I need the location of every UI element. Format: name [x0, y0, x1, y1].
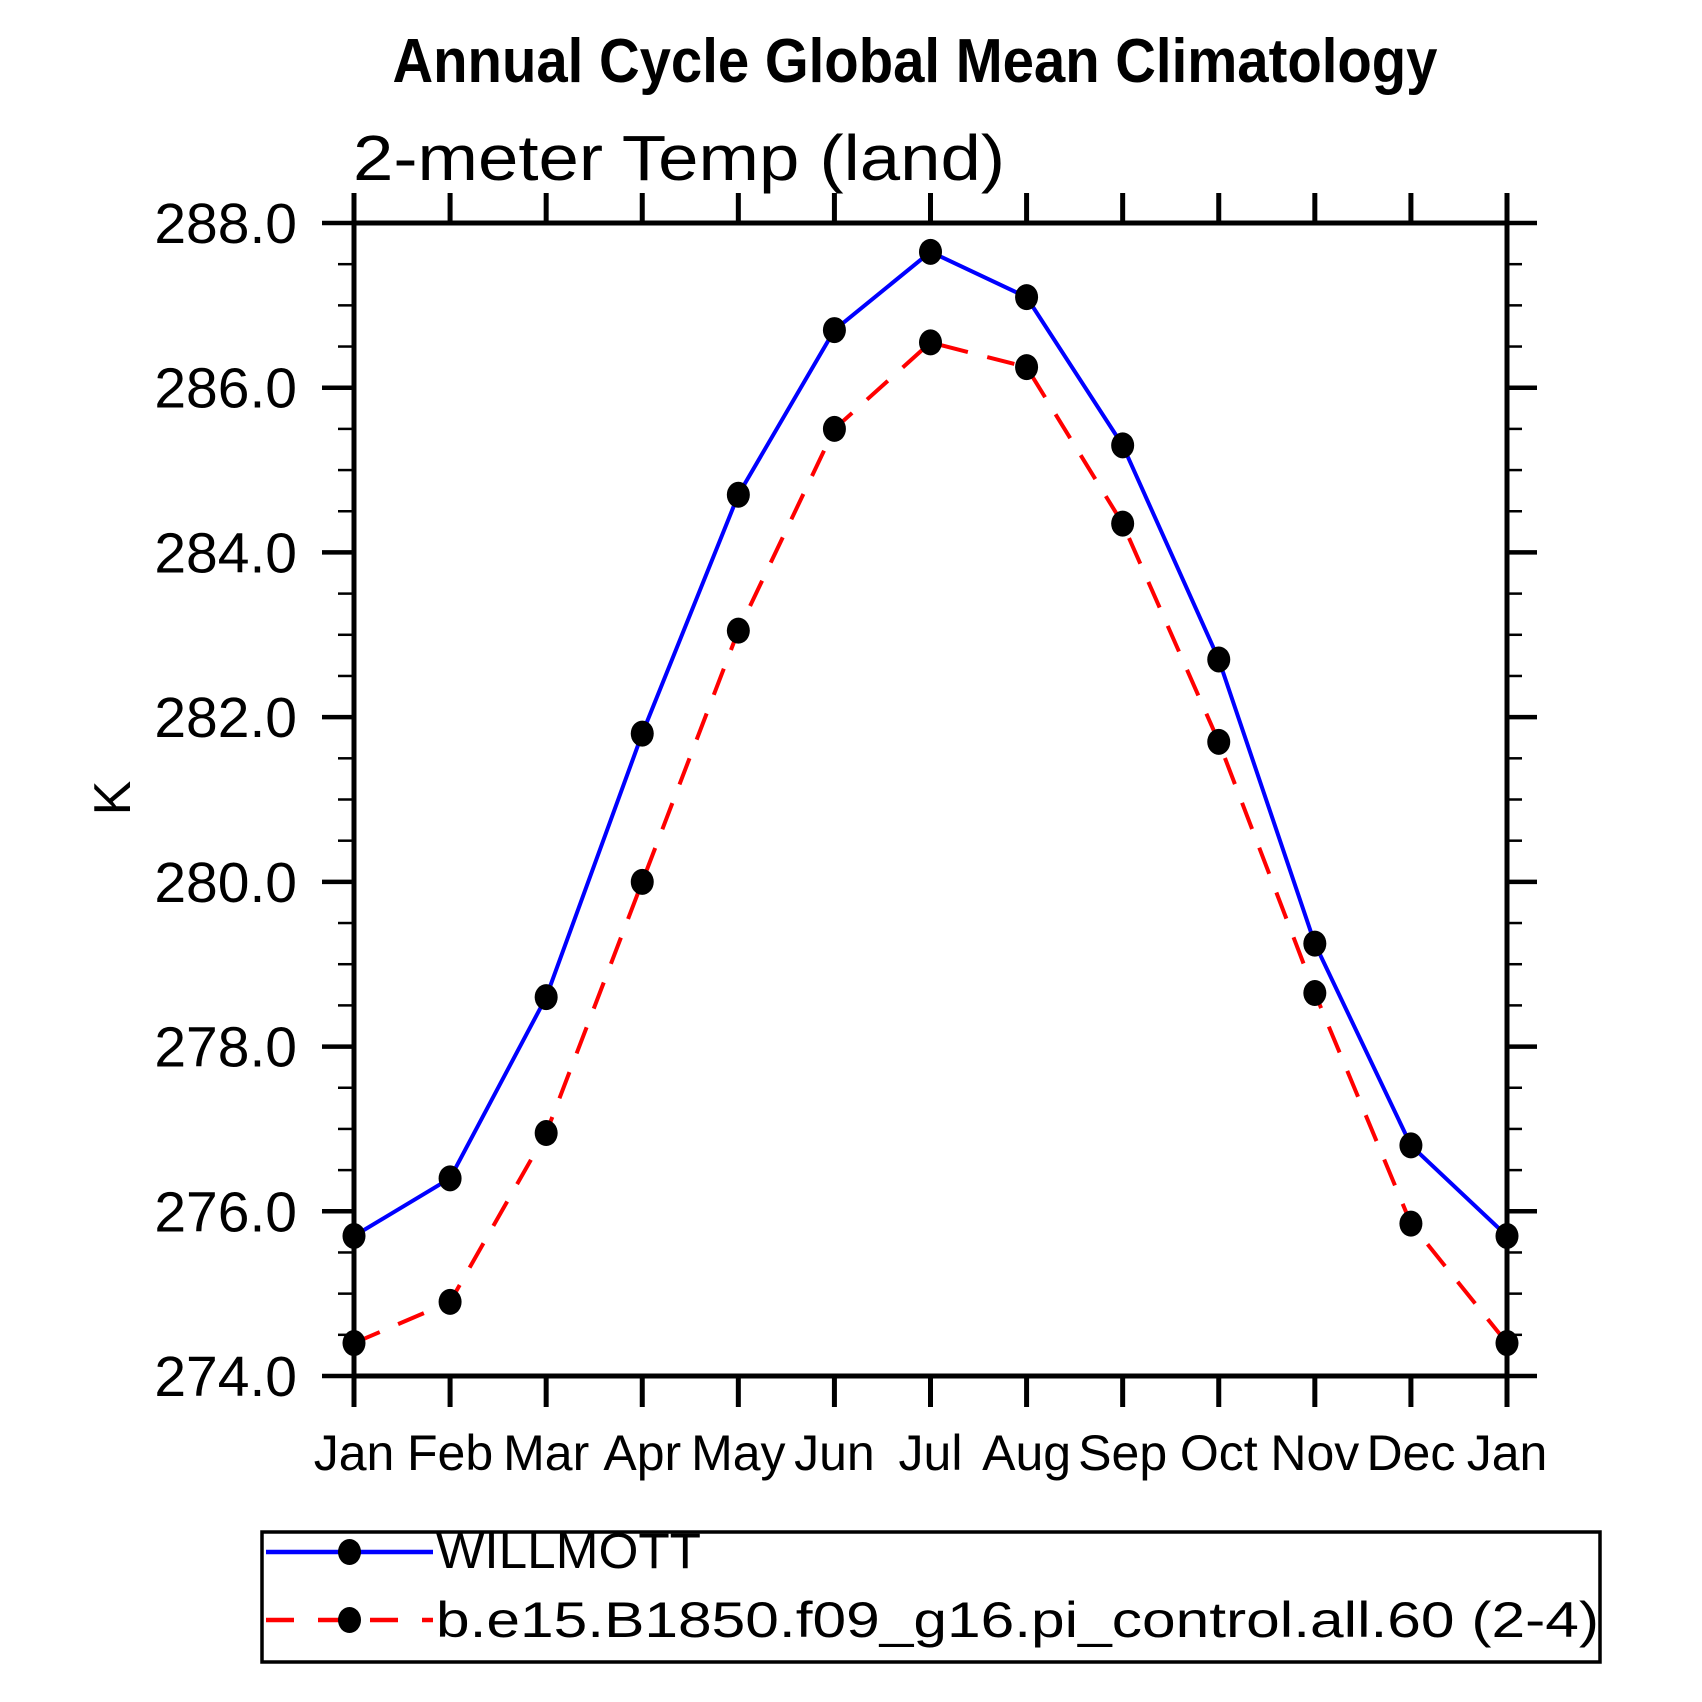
x-axis-tick-label: May — [691, 1425, 785, 1481]
data-point-marker — [630, 868, 654, 895]
y-axis-tick-label: 284.0 — [154, 521, 297, 585]
y-axis-label: K — [84, 780, 142, 815]
axis-frame — [351, 220, 1510, 1379]
data-point-marker — [726, 617, 750, 644]
x-axis-tick-label: Sep — [1078, 1425, 1167, 1481]
data-point-marker — [1207, 728, 1231, 755]
y-axis-tick-label: 286.0 — [154, 357, 297, 421]
x-axis-tick-label: Nov — [1270, 1425, 1359, 1481]
page-title: Annual Cycle Global Mean Climatology — [393, 27, 1438, 96]
data-series — [342, 238, 1519, 1357]
x-axis-tick-label: Jan — [1467, 1425, 1548, 1481]
data-point-marker — [438, 1288, 462, 1315]
chart-subtitle: 2-meter Temp (land) — [353, 122, 1005, 194]
data-point-marker — [534, 984, 558, 1011]
x-axis-tick-label: Oct — [1180, 1425, 1258, 1481]
data-point-marker — [726, 481, 750, 508]
x-axis-tick-label: Mar — [503, 1425, 589, 1481]
data-point-marker — [1015, 354, 1039, 381]
data-point-marker — [1303, 980, 1327, 1007]
y-axis-tick-label: 282.0 — [154, 686, 297, 750]
x-axis-tick-label: Apr — [603, 1425, 681, 1481]
data-point-marker — [822, 317, 846, 344]
legend-marker — [338, 1607, 361, 1633]
axis-ticks — [322, 193, 1537, 1407]
data-point-marker — [822, 415, 846, 442]
y-axis-tick-labels: 288.0 286.0 284.0 282.0 280.0 278.0 276.0 274.0 — [154, 192, 297, 1409]
legend-box — [260, 1530, 1602, 1664]
data-point-marker — [1015, 284, 1039, 311]
series-line-0 — [352, 249, 1509, 1238]
y-axis-tick-label: 278.0 — [154, 1016, 297, 1080]
data-point-marker — [630, 720, 654, 747]
x-axis-tick-label: Jul — [899, 1425, 963, 1481]
data-point-marker — [1399, 1132, 1423, 1159]
data-point-marker — [919, 329, 942, 356]
x-axis-tick-label: Feb — [407, 1425, 493, 1481]
x-axis-tick-labels: Jan Feb Mar Apr May Jun Jul Aug Sep Oct Nov Dec Jan — [314, 1425, 1548, 1481]
x-axis-tick-label: Dec — [1366, 1425, 1455, 1481]
x-axis-tick-label: Jun — [794, 1425, 875, 1481]
data-point-marker — [438, 1165, 462, 1192]
data-point-marker — [919, 238, 942, 265]
y-axis-tick-label: 274.0 — [154, 1345, 297, 1409]
x-axis-tick-label: Aug — [982, 1425, 1071, 1481]
y-axis-tick-label: 276.0 — [154, 1180, 297, 1244]
x-axis-tick-label: Jan — [314, 1425, 395, 1481]
data-point-marker — [1399, 1210, 1423, 1237]
data-point-marker — [534, 1120, 558, 1147]
legend-label: WILLMOTT — [436, 1523, 701, 1579]
series-line-1 — [353, 340, 1509, 1345]
legend-label: b.e15.B1850.f09_g16.pi_control.all.60 (2… — [436, 1592, 1599, 1648]
y-axis-tick-label: 280.0 — [154, 851, 297, 915]
data-point-marker — [1207, 646, 1231, 673]
data-point-marker — [1303, 930, 1327, 957]
legend: WILLMOTT b.e15.B1850.f09_g16.pi_control.a… — [260, 1523, 1602, 1664]
data-point-marker — [1111, 510, 1135, 537]
data-point-marker — [1111, 432, 1135, 459]
y-axis-tick-label: 288.0 — [154, 192, 297, 256]
legend-marker — [338, 1539, 361, 1565]
